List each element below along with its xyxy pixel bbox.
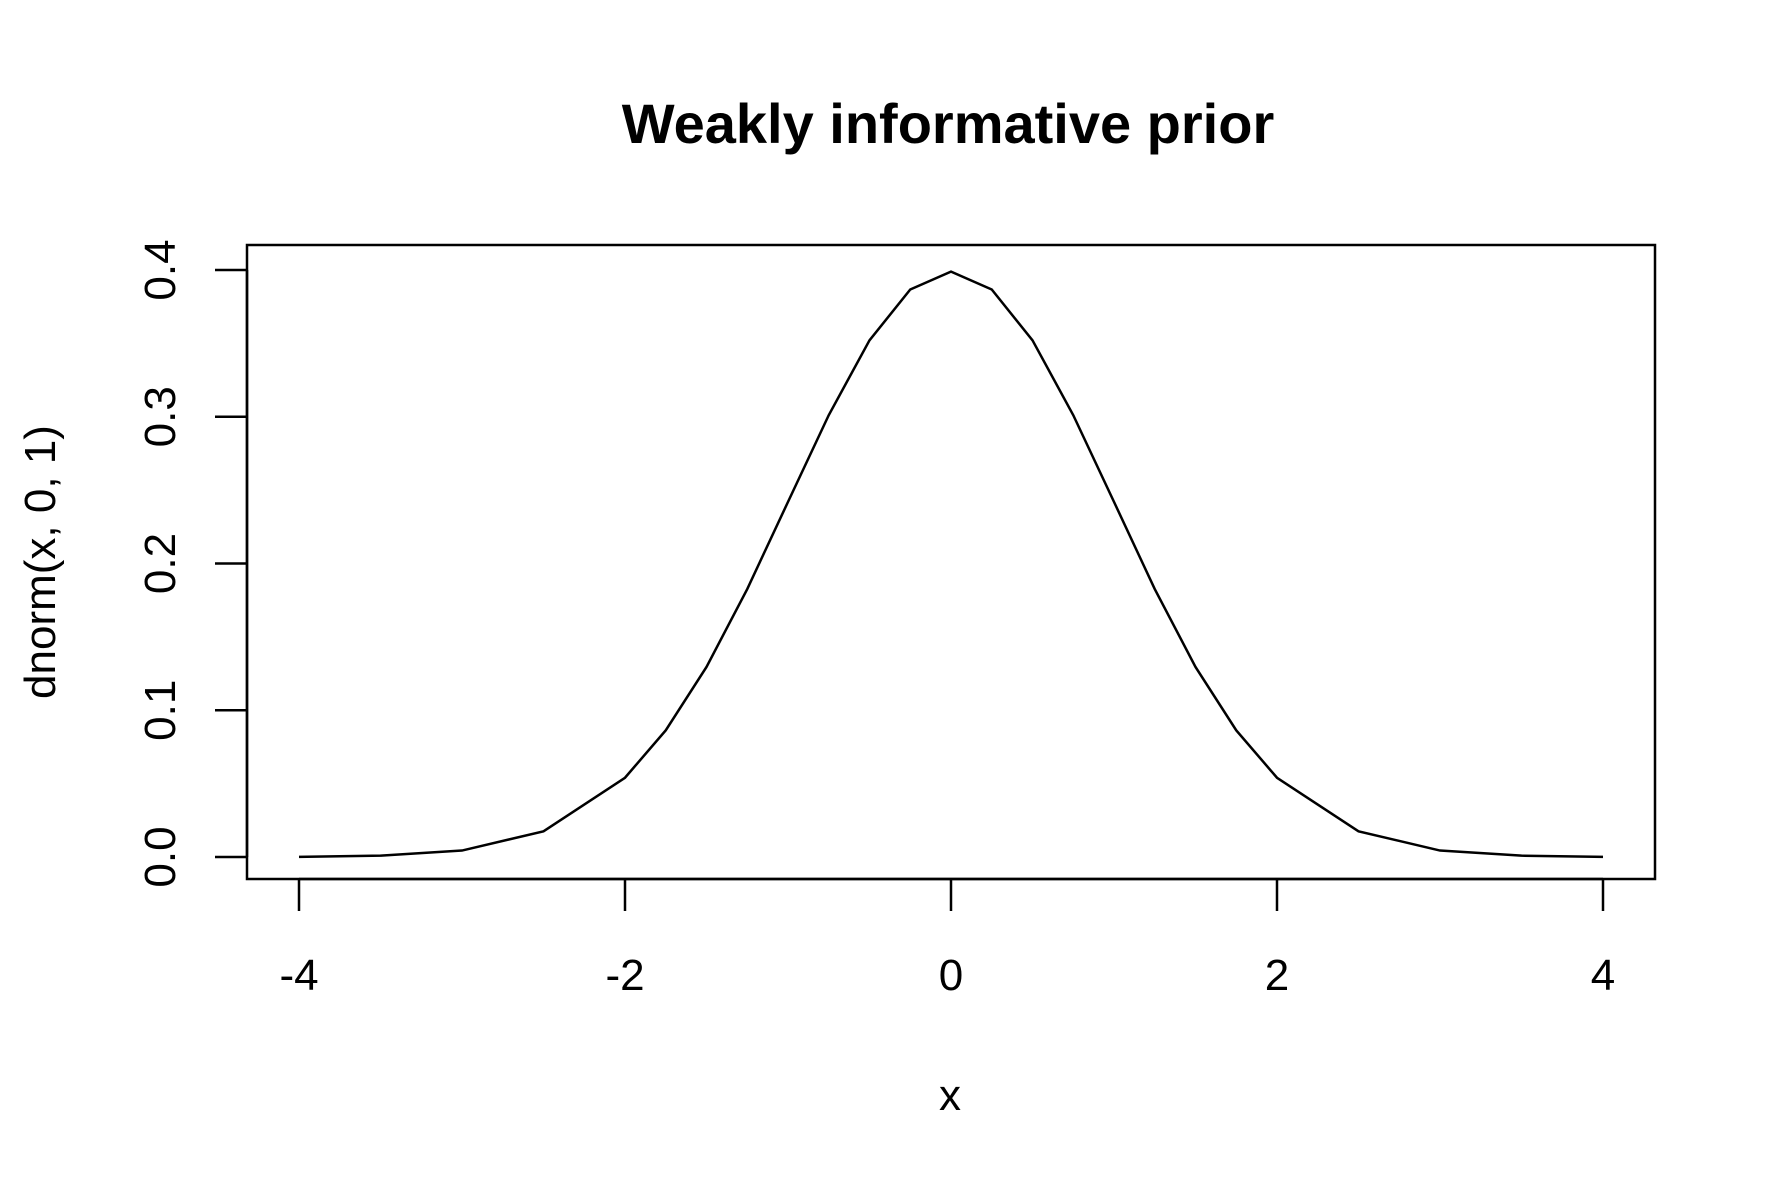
y-tick-label: 0.4 xyxy=(136,239,185,300)
y-axis-label: dnorm(x, 0, 1) xyxy=(16,425,65,699)
y-tick-label: 0.1 xyxy=(136,680,185,741)
y-tick-label: 0.3 xyxy=(136,386,185,447)
y-tick-label: 0.2 xyxy=(136,533,185,594)
density-curve xyxy=(298,270,1604,859)
chart-title: Weakly informative prior xyxy=(622,92,1275,155)
x-tick-label: 0 xyxy=(939,951,963,1000)
x-tick-label: -2 xyxy=(605,951,644,1000)
x-tick-label: -4 xyxy=(279,951,318,1000)
x-axis: -4 -2 0 2 4 xyxy=(279,877,1615,1000)
x-tick-label: 2 xyxy=(1265,951,1289,1000)
y-tick-label: 0.0 xyxy=(136,826,185,887)
plot-frame xyxy=(245,243,1657,881)
y-axis: 0.0 0.1 0.2 0.3 0.4 xyxy=(136,239,249,888)
x-axis-label: x xyxy=(939,1071,961,1120)
x-tick-label: 4 xyxy=(1591,951,1615,1000)
